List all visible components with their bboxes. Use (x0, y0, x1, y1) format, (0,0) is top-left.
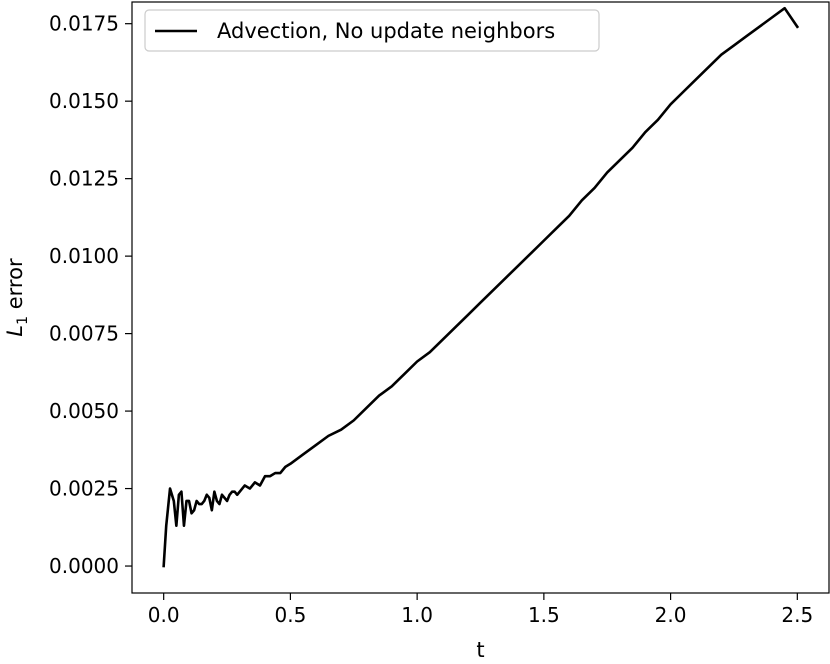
legend: Advection, No update neighbors (144, 9, 600, 52)
axis-labels: 0.0 0.5 1.0 1.5 2.0 2.5 0.0000 0.0025 0.0050 0.00… (3, 12, 813, 662)
x-tick-label: 2.5 (781, 603, 813, 627)
x-tick-label: 1.5 (528, 603, 560, 627)
y-tick-label: 0.0100 (49, 244, 119, 268)
y-tick-label: 0.0125 (49, 167, 119, 191)
series-line-0 (162, 6, 800, 568)
axes (131, 1, 830, 594)
y-tick-label: 0.0150 (49, 89, 119, 113)
y-tick-label: 0.0025 (49, 477, 119, 501)
legend-label: Advection, No update neighbors (217, 19, 555, 43)
y-tick-label: 0.0075 (49, 322, 119, 346)
x-tick-label: 2.0 (655, 603, 687, 627)
x-axis-label: t (476, 638, 484, 662)
y-tick-label: 0.0175 (49, 12, 119, 36)
axes-frame (131, 1, 830, 594)
y-tick-label: 0.0000 (49, 554, 119, 578)
y-axis-label-text: error (3, 258, 27, 316)
y-axis-label: L1 error (3, 258, 31, 337)
tick-marks (125, 23, 798, 600)
y-axis-label-subscript: 1 (15, 316, 31, 325)
legend-box (144, 9, 600, 52)
x-tick-label: 0.5 (275, 603, 307, 627)
y-axis-label-math: L (3, 325, 27, 337)
x-tick-label: 1.0 (401, 603, 433, 627)
plot-area (162, 6, 800, 568)
y-tick-label: 0.0050 (49, 399, 119, 423)
x-tick-label: 0.0 (148, 603, 180, 627)
